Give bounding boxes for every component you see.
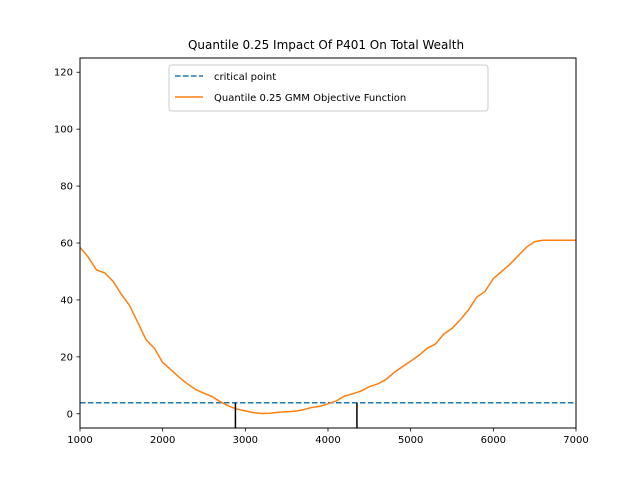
series-line-objective-function	[80, 239, 576, 415]
plot-layer	[80, 239, 576, 415]
y-tick-label: 120	[54, 68, 73, 79]
legend-label: Quantile 0.25 GMM Objective Function	[214, 93, 406, 104]
y-tick-label: 80	[60, 182, 73, 193]
y-tick-label: 0	[67, 409, 73, 420]
legend: critical point Quantile 0.25 GMM Objectiv…	[168, 64, 489, 112]
x-tick-label: 5000	[398, 435, 423, 446]
x-tick-label: 4000	[315, 435, 340, 446]
vertical-markers	[234, 402, 358, 428]
x-tick-label: 3000	[233, 435, 258, 446]
x-tick-label: 1000	[67, 435, 92, 446]
y-tick-label: 40	[60, 295, 73, 306]
legend-box	[168, 64, 489, 112]
legend-label: critical point	[214, 72, 276, 83]
y-tick-label: 20	[60, 352, 73, 363]
chart-title: Quantile 0.25 Impact Of P401 On Total We…	[188, 38, 464, 52]
x-tick-label: 2000	[150, 435, 175, 446]
y-tick-label: 60	[60, 239, 73, 250]
y-tick-label: 100	[54, 125, 73, 136]
x-tick-label: 6000	[481, 435, 506, 446]
x-tick-label: 7000	[563, 435, 588, 446]
axes: 1000 2000 3000 4000 5000 6000 7000 0 20 40 60 80 100…	[54, 57, 589, 446]
